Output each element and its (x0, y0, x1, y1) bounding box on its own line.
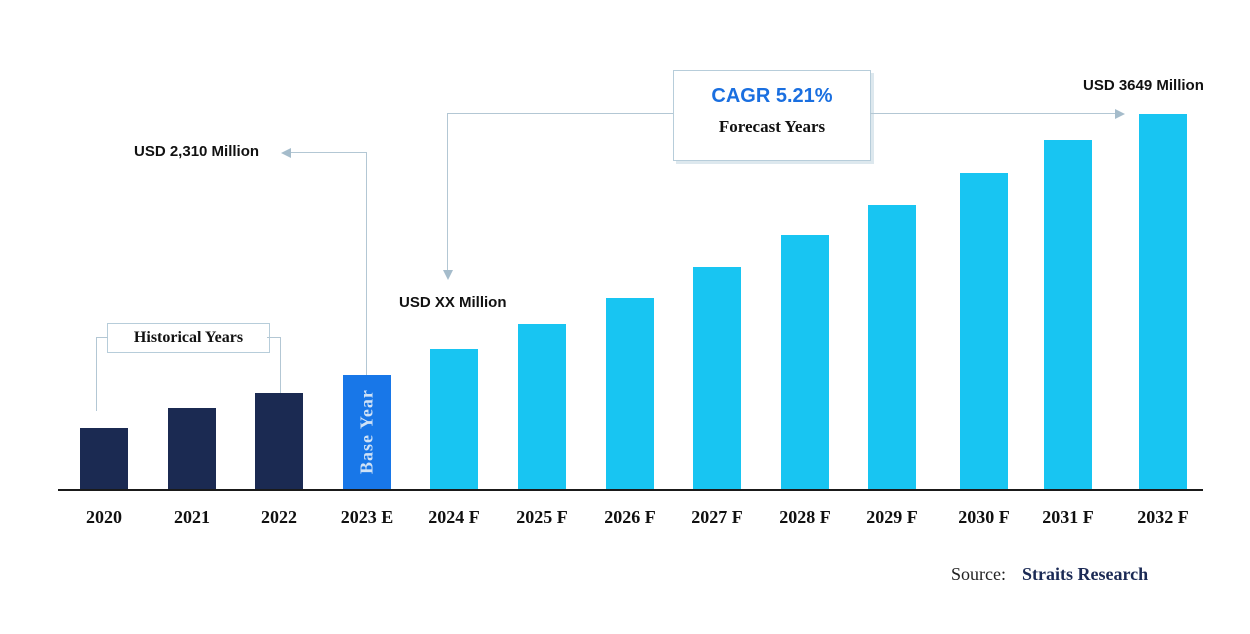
bar-2021 (168, 408, 216, 490)
historical-years-box: Historical Years (107, 323, 270, 353)
bar-2029-f (868, 205, 916, 490)
x-axis-line (58, 489, 1203, 491)
historical-bracket-right-horizontal (267, 337, 281, 338)
base-year-value-label: USD 2,310 Million (134, 143, 260, 160)
bar-2027-f (693, 267, 741, 490)
cagr-box: CAGR 5.21% Forecast Years (673, 70, 871, 161)
bar-2030-f (960, 173, 1008, 490)
source-row: Source: Straits Research (951, 564, 1148, 585)
base-year-callout-horizontal (290, 152, 367, 153)
x-tick-2026-f: 2026 F (604, 507, 656, 527)
bar-2031-f (1044, 140, 1092, 490)
forecast-years-label: Forecast Years (718, 117, 826, 136)
cagr-callout-vertical (447, 113, 448, 271)
cagr-callout-horizontal-left (447, 113, 673, 114)
bar-2025-f (518, 324, 566, 490)
down-arrowhead-icon (443, 270, 453, 280)
bar-2028-f (781, 235, 829, 490)
final-forecast-value-label: USD 3649 Million (1083, 77, 1204, 94)
x-tick-2024-f: 2024 F (428, 507, 480, 527)
historical-bracket-right-vertical (280, 337, 281, 393)
source-name: Straits Research (1021, 564, 1149, 584)
right-arrowhead-icon (1115, 109, 1125, 119)
bar-2022 (255, 393, 303, 490)
bar-2024-f (430, 349, 478, 490)
x-tick-2021: 2021 (174, 507, 210, 527)
x-tick-2022: 2022 (261, 507, 297, 527)
bar-2023-e (343, 375, 391, 490)
x-tick-2031-f: 2031 F (1042, 507, 1094, 527)
base-year-callout-vertical (366, 152, 367, 375)
historical-bracket-left-horizontal (96, 337, 108, 338)
x-tick-2020: 2020 (86, 507, 122, 527)
x-tick-2025-f: 2025 F (516, 507, 568, 527)
first-forecast-value-label: USD XX Million (399, 294, 507, 311)
x-tick-2023-e: 2023 E (340, 507, 394, 527)
left-arrowhead-icon (281, 148, 291, 158)
x-tick-2032-f: 2032 F (1137, 507, 1189, 527)
x-tick-2030-f: 2030 F (958, 507, 1010, 527)
bar-2026-f (606, 298, 654, 490)
cagr-callout-horizontal-right (870, 113, 1116, 114)
bar-2020 (80, 428, 128, 490)
base-year-label: Base Year (356, 389, 377, 475)
x-tick-2027-f: 2027 F (691, 507, 743, 527)
cagr-value-label: CAGR 5.21% (711, 85, 833, 107)
x-tick-2028-f: 2028 F (779, 507, 831, 527)
bar-2032-f (1139, 114, 1187, 490)
historical-bracket-left-vertical (96, 337, 97, 411)
x-tick-2029-f: 2029 F (866, 507, 918, 527)
source-label: Source: (951, 564, 1006, 584)
